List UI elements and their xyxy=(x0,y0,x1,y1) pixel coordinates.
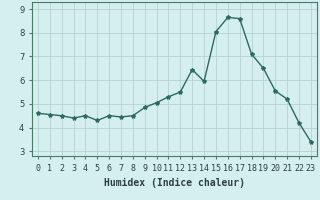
X-axis label: Humidex (Indice chaleur): Humidex (Indice chaleur) xyxy=(104,178,245,188)
